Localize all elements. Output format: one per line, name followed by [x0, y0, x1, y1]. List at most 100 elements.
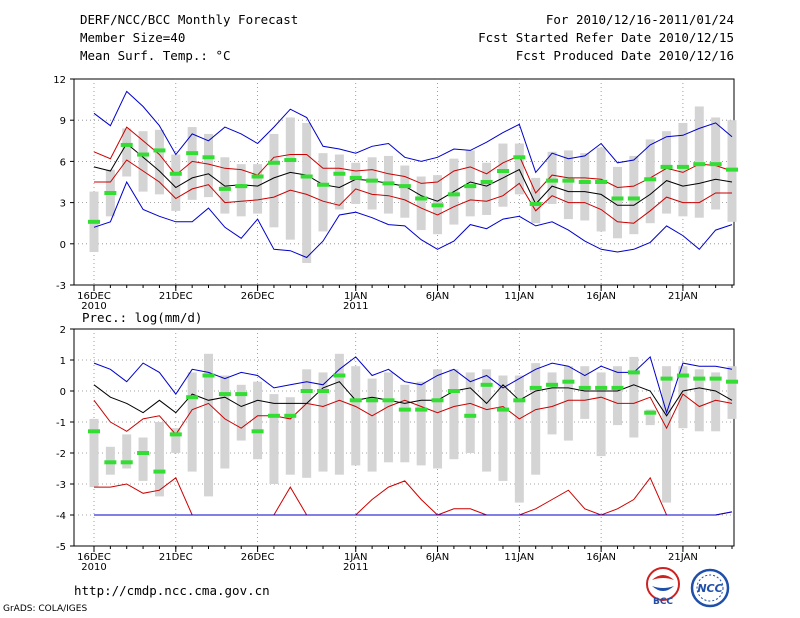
spread-box [580, 366, 590, 419]
observed-marker [627, 196, 640, 201]
observed-marker [513, 398, 526, 403]
observed-marker [366, 398, 379, 403]
observed-marker [726, 167, 738, 172]
observed-marker [709, 376, 722, 381]
ncc-logo: NCC [686, 568, 734, 612]
observed-marker [120, 460, 133, 465]
observed-marker [398, 407, 411, 412]
observed-marker [676, 164, 689, 169]
spread-box [645, 139, 655, 224]
observed-marker [137, 152, 150, 157]
x-tick-label: 1JAN [344, 291, 367, 302]
observed-marker [496, 169, 509, 174]
spread-box [302, 369, 312, 478]
y-tick-label: -1 [56, 418, 66, 429]
x-tick-sublabel: 2011 [343, 562, 368, 573]
observed-marker [382, 181, 395, 186]
x-tick-label: 11JAN [504, 552, 534, 563]
observed-marker [693, 162, 706, 167]
y-tick-label: 6 [60, 157, 66, 168]
observed-marker [529, 385, 542, 390]
spread-box [498, 143, 508, 207]
spread-box [563, 150, 573, 220]
spread-box [563, 366, 573, 441]
x-tick-sublabel: 2011 [343, 301, 368, 312]
ensemble-min-line [93, 180, 733, 259]
spread-box [367, 157, 377, 210]
y-tick-label: -3 [56, 480, 66, 491]
spread-box [531, 177, 541, 224]
y-tick-label: -4 [56, 511, 66, 522]
x-tick-label: 16JAN [586, 291, 616, 302]
spread-box [204, 353, 214, 497]
observed-marker [464, 413, 477, 418]
observed-marker [267, 413, 280, 418]
observed-marker [186, 151, 199, 156]
y-tick-label: 12 [53, 75, 66, 86]
bcc-logo: BCC [640, 566, 686, 610]
observed-marker [546, 178, 559, 183]
spread-box [138, 437, 148, 481]
observed-marker [349, 398, 362, 403]
observed-marker [349, 175, 362, 180]
observed-marker [153, 469, 166, 474]
y-tick-label: -3 [56, 281, 66, 292]
observed-marker [415, 407, 428, 412]
produced-date-label: Fcst Produced Date 2010/12/16 [515, 48, 734, 63]
ncc-logo-text: NCC [697, 582, 722, 595]
spread-box [269, 133, 279, 228]
mean-1-sd-line [93, 126, 733, 194]
observed-marker [529, 201, 542, 206]
observed-marker [186, 395, 199, 400]
mean-1-sd-line [93, 393, 733, 436]
observed-marker [447, 192, 460, 197]
observed-marker [546, 382, 559, 387]
forecast-range-label: For 2010/12/16-2011/01/24 [545, 12, 734, 27]
observed-marker [218, 392, 231, 397]
spread-box [433, 369, 443, 469]
observed-marker [415, 196, 428, 201]
spread-box [400, 384, 410, 463]
x-tick-label: 16JAN [586, 552, 616, 563]
spread-box [596, 147, 606, 232]
spread-box [694, 106, 704, 218]
spread-box [694, 369, 704, 432]
observed-marker [595, 385, 608, 390]
observed-marker [366, 178, 379, 183]
spread-box [727, 366, 737, 419]
spread-box [711, 372, 721, 432]
spread-box [171, 428, 181, 453]
plot-frame [73, 328, 735, 547]
spread-box [662, 131, 672, 214]
spread-box [122, 434, 132, 469]
observed-marker [644, 410, 657, 415]
source-url[interactable]: http://cmdp.ncc.cma.gov.cn [74, 583, 270, 598]
grads-credit: GrADS: COLA/IGES [3, 604, 88, 614]
observed-marker [88, 219, 100, 224]
spread-box [334, 353, 344, 475]
observed-marker [120, 142, 133, 147]
observed-marker [480, 382, 493, 387]
spread-box [351, 162, 361, 204]
spread-box [253, 381, 263, 460]
y-tick-label: 1 [60, 356, 66, 367]
spread-box [187, 127, 197, 200]
ensemble-max-line [93, 90, 733, 174]
observed-marker [431, 398, 444, 403]
observed-marker [611, 196, 624, 201]
spread-box [285, 117, 295, 240]
observed-marker [284, 413, 297, 418]
x-tick-label: 16DEC [77, 291, 111, 302]
mean-1-sd-line [94, 159, 732, 224]
spread-box [220, 375, 230, 469]
observed-marker [676, 373, 689, 378]
y-tick-label: -2 [56, 449, 66, 460]
spread-box [400, 165, 410, 218]
observed-marker [300, 174, 313, 179]
spread-box [482, 369, 492, 472]
observed-marker [169, 432, 182, 437]
observed-marker [137, 451, 150, 455]
